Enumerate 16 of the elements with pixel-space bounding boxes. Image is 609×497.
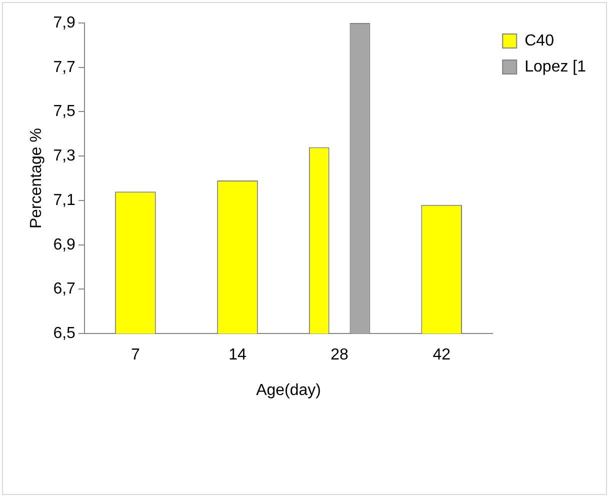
legend-label: Lopez [1 [524, 58, 586, 76]
y-tick-label: 7,1 [53, 192, 76, 209]
x-tick-label: 14 [228, 346, 247, 364]
x-axis-title: Age(day) [256, 382, 321, 399]
y-axis-title: Percentage % [28, 128, 46, 229]
y-tick-label: 6,9 [53, 236, 76, 254]
x-tick-label: 28 [330, 346, 349, 364]
y-tick-label: 7,5 [53, 103, 76, 120]
x-tick-label: 42 [432, 346, 451, 364]
y-tick-label: 7,9 [53, 14, 76, 32]
y-tick-label: 7,7 [53, 58, 76, 76]
legend-label: C40 [524, 32, 554, 50]
y-tick-label: 6,7 [53, 280, 76, 298]
x-tick-label: 7 [131, 346, 140, 364]
y-tick-label: 7,3 [53, 148, 76, 165]
y-tick-label: 6,5 [53, 325, 76, 342]
